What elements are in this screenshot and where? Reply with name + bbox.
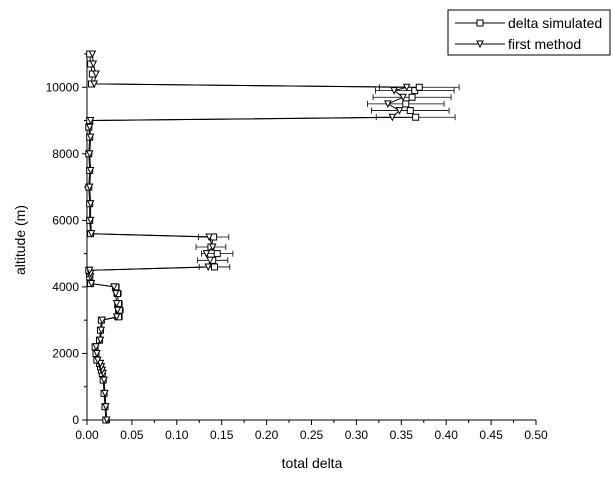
x-tick-label: 0.00: [75, 428, 99, 442]
data-point-square: [412, 113, 420, 121]
data-point-triangle: [85, 183, 94, 192]
data-point-square: [408, 93, 416, 101]
data-point-triangle: [96, 359, 105, 368]
x-tick-label: 0.45: [479, 428, 503, 442]
data-point-triangle: [85, 266, 94, 275]
data-point-triangle: [390, 87, 398, 95]
data-point-triangle: [97, 326, 106, 335]
data-point-triangle: [87, 280, 96, 288]
legend-box: [447, 9, 611, 56]
legend: delta simulated first method: [447, 9, 611, 56]
x-tick-label: 0.35: [390, 428, 414, 442]
data-point-triangle: [110, 283, 118, 292]
x-tick-label: 0.05: [120, 428, 144, 442]
x-tick-label: 0.10: [165, 428, 189, 442]
data-point-triangle: [86, 216, 95, 225]
data-point-triangle: [100, 376, 108, 385]
y-axis-label: altitude (m): [12, 205, 28, 275]
y-tick-label: 10000: [46, 80, 80, 94]
data-point-square: [402, 100, 410, 108]
data-point-triangle: [112, 300, 121, 308]
data-point-triangle: [202, 250, 211, 258]
x-axis-label: total delta: [282, 455, 343, 471]
data-point-triangle: [96, 336, 105, 345]
data-point-triangle: [111, 290, 120, 298]
data-point-triangle: [86, 117, 95, 125]
data-point-triangle: [92, 70, 100, 79]
data-point-triangle: [113, 306, 122, 315]
data-point-triangle: [208, 243, 217, 252]
x-tick-label: 0.15: [210, 428, 234, 442]
data-point-triangle: [384, 100, 392, 109]
data-point-triangle: [93, 356, 102, 365]
data-point-triangle: [98, 316, 107, 325]
data-point-triangle: [402, 83, 411, 92]
data-point-triangle: [93, 349, 101, 358]
data-point-triangle: [399, 93, 407, 102]
data-point-triangle: [89, 60, 98, 69]
data-point-square: [406, 107, 414, 115]
series-line-1: [88, 53, 421, 421]
data-point-triangle: [87, 230, 96, 238]
y-tick-label: 6000: [52, 213, 79, 227]
data-point-triangle: [92, 343, 100, 351]
series-line-2: [89, 53, 407, 421]
data-point-triangle: [88, 50, 97, 59]
data-point-triangle: [85, 123, 94, 132]
data-point-triangle: [102, 403, 110, 411]
series-layer: [85, 50, 423, 425]
data-point-triangle: [86, 166, 95, 175]
data-point-triangle: [206, 256, 214, 265]
data-point-square: [211, 263, 219, 271]
data-point-triangle: [101, 389, 109, 398]
x-tick-label: 0.25: [300, 428, 324, 442]
y-tick-label: 0: [72, 413, 79, 427]
data-point-triangle: [388, 113, 397, 122]
data-point-triangle: [204, 263, 213, 272]
y-tick-label: 8000: [52, 147, 79, 161]
y-tick-label: 4000: [52, 280, 79, 294]
data-point-triangle: [205, 233, 213, 242]
legend-marker-series-1: [476, 19, 484, 27]
x-tick-label: 0.40: [435, 428, 459, 442]
data-point-triangle: [102, 416, 111, 425]
x-tick-label: 0.30: [345, 428, 369, 442]
data-point-triangle: [86, 200, 95, 208]
data-point-triangle: [85, 150, 94, 158]
x-tick-label: 0.20: [255, 428, 279, 442]
data-point-triangle: [112, 313, 121, 321]
data-point-triangle: [90, 80, 98, 89]
data-point-square: [415, 83, 423, 91]
data-point-triangle: [395, 107, 404, 115]
legend-label-series-2: first method: [508, 36, 581, 52]
data-point-square: [213, 250, 221, 258]
axes-layer: 0.00 0.05 0.10 0.15 0.20 0.25 0.30 0.35 0.40 0.45…: [46, 53, 548, 442]
x-tick-label: 0.50: [524, 428, 548, 442]
legend-label-series-1: delta simulated: [508, 15, 602, 31]
y-tick-label: 2000: [52, 346, 79, 360]
legend-marker-series-2: [476, 40, 484, 49]
data-point-triangle: [86, 133, 95, 142]
